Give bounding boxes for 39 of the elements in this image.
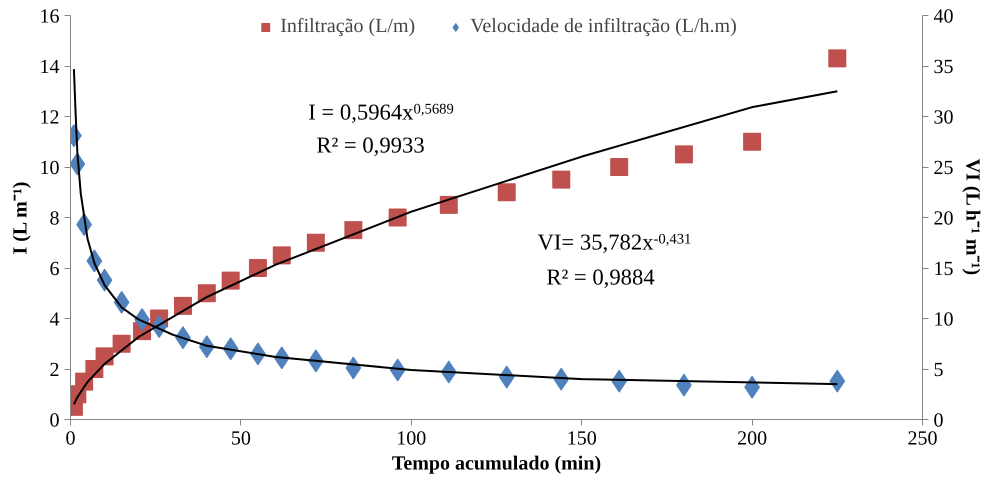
y2-tick-label: 40 [934, 6, 954, 28]
point [272, 246, 291, 264]
y2-tick-label: 15 [934, 258, 954, 280]
y-axis-title: I (L m⁻¹) [10, 182, 32, 255]
point [552, 170, 570, 189]
y-tick-label: 16 [40, 6, 60, 28]
annotation: R² = 0,9884 [546, 264, 655, 290]
legend-label: Velocidade de infiltração (L/h.m) [470, 15, 737, 38]
x-tick-label: 0 [66, 428, 76, 450]
y2-tick-label: 25 [934, 157, 954, 179]
y-tick-label: 0 [50, 410, 60, 432]
x-tick-label: 150 [566, 428, 597, 450]
point [743, 132, 762, 151]
y-tick-label: 10 [40, 157, 60, 179]
y2-tick-label: 10 [934, 308, 954, 330]
y2-axis-title: VI (L h⁻¹ m⁻¹) [962, 158, 984, 276]
x-tick-label: 100 [396, 428, 426, 450]
y-tick-label: 4 [50, 308, 60, 330]
x-axis-title: Tempo acumulado (min) [392, 452, 602, 474]
point [674, 145, 693, 164]
point [828, 49, 846, 68]
y2-tick-label: 20 [934, 208, 954, 230]
y-tick-label: 6 [50, 258, 60, 280]
x-tick-label: 200 [737, 428, 768, 450]
legend-label: Infiltração (L/m) [280, 15, 416, 38]
y-tick-label: 12 [40, 106, 60, 128]
y-tick-label: 14 [40, 56, 60, 78]
point [96, 347, 114, 366]
x-tick-label: 50 [230, 428, 251, 450]
point [829, 370, 846, 393]
point [112, 334, 131, 353]
point [498, 183, 516, 202]
y2-tick-label: 30 [934, 106, 954, 128]
point [610, 158, 628, 176]
y2-tick-label: 5 [934, 359, 944, 381]
y-tick-label: 2 [50, 359, 60, 381]
y-tick-label: 8 [50, 208, 60, 230]
annotation: R² = 0,9933 [316, 132, 425, 158]
y2-tick-label: 35 [934, 56, 954, 78]
